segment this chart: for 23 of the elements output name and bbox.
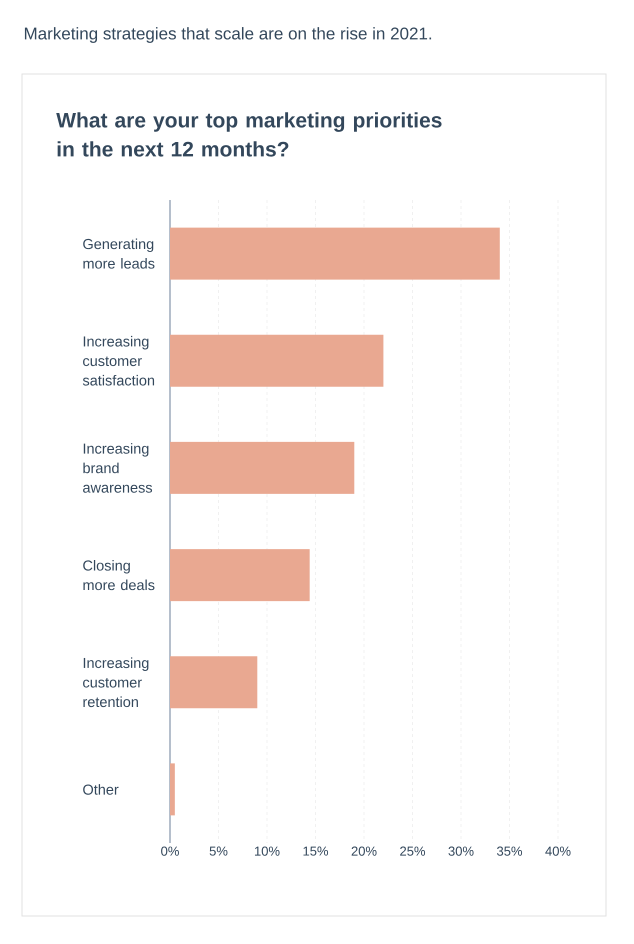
bar: [170, 228, 500, 280]
x-tick-label: 35%: [496, 846, 522, 856]
bar: [170, 763, 175, 816]
x-tick-label: 20%: [352, 846, 377, 856]
y-tick-label: Increasing customer satisfaction: [82, 336, 154, 386]
x-tick-label: 25%: [400, 846, 426, 856]
x-tick-label: 5%: [210, 846, 228, 856]
y-tick-label: Other: [83, 784, 118, 795]
bar: [170, 442, 354, 494]
x-tick-label: 10%: [254, 846, 280, 856]
x-tick-label: 15%: [303, 846, 328, 856]
bar: [170, 549, 310, 602]
y-tick-label: Increasing brand awareness: [83, 443, 152, 493]
bar: [170, 656, 258, 708]
chart-title: What are your top marketing priorities in the next 12 months?: [56, 112, 442, 157]
y-tick-label: Closing more deals: [83, 560, 154, 590]
bar: [170, 334, 384, 387]
x-tick-label: 0%: [161, 846, 179, 856]
y-tick-label: Generating more leads: [83, 238, 154, 269]
x-tick-label: 30%: [448, 846, 474, 856]
x-tick-label: 40%: [545, 846, 571, 856]
y-tick-label: Increasing customer retention: [83, 657, 148, 708]
chart-subtitle: Marketing strategies that scale are on the rise in 2021.: [24, 27, 432, 43]
